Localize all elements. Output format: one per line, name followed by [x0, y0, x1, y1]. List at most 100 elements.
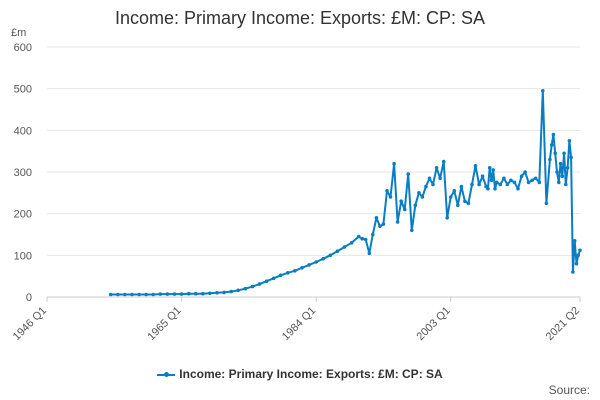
data-point	[186, 291, 191, 296]
data-point	[526, 180, 531, 185]
data-point	[328, 253, 333, 258]
data-point	[144, 292, 148, 297]
data-point	[222, 290, 226, 295]
data-point	[466, 201, 471, 206]
data-point	[321, 256, 326, 261]
data-point	[544, 201, 549, 206]
data-point	[557, 180, 561, 185]
data-point	[489, 178, 494, 183]
data-point	[495, 180, 499, 185]
data-point	[410, 228, 414, 233]
y-tick-label: 600	[14, 42, 32, 54]
x-tick-label: 1965 Q1	[145, 305, 183, 343]
y-tick-label: 100	[14, 250, 32, 262]
data-point	[553, 151, 557, 156]
series-line	[109, 89, 581, 296]
data-point	[498, 182, 503, 187]
data-point	[473, 164, 478, 168]
data-point	[576, 253, 580, 258]
data-point	[116, 292, 120, 297]
data-point	[505, 182, 510, 187]
data-point	[533, 176, 538, 181]
data-point	[434, 166, 439, 170]
data-point	[193, 291, 198, 296]
data-point	[314, 260, 319, 264]
data-point	[548, 157, 552, 162]
data-point	[572, 239, 577, 243]
data-point	[108, 292, 113, 297]
y-tick-label: 0	[26, 292, 32, 304]
y-axis-unit: £m	[11, 27, 26, 39]
data-point	[395, 220, 400, 224]
data-point	[448, 195, 453, 199]
series-layer	[108, 89, 582, 297]
data-point	[371, 232, 375, 237]
data-point	[480, 174, 485, 178]
data-point	[537, 180, 542, 185]
data-point	[349, 241, 354, 245]
legend-swatch	[157, 371, 176, 377]
data-point	[367, 251, 372, 256]
data-point	[558, 161, 563, 166]
source-label: Source:	[548, 383, 590, 397]
data-point	[487, 166, 492, 170]
data-point	[493, 186, 497, 191]
data-point	[236, 288, 240, 293]
data-point	[491, 168, 496, 172]
data-point	[307, 263, 311, 267]
data-point	[502, 176, 506, 181]
data-point	[562, 151, 566, 156]
data-point	[541, 89, 545, 93]
data-point	[420, 195, 425, 199]
data-point	[264, 279, 269, 284]
data-point	[519, 174, 524, 178]
data-point	[293, 269, 297, 273]
data-point	[413, 203, 418, 208]
data-point	[459, 184, 464, 189]
data-point	[445, 216, 450, 220]
data-point	[179, 292, 184, 296]
data-point	[374, 216, 379, 220]
data-point	[271, 276, 276, 281]
data-point	[381, 222, 386, 226]
data-point	[335, 249, 340, 253]
data-point	[567, 139, 572, 143]
data-point	[549, 143, 554, 147]
x-tick-label: 2003 Q1	[415, 305, 453, 343]
data-point	[402, 207, 407, 212]
data-point	[257, 282, 262, 286]
data-point	[427, 176, 432, 181]
legend-label: Income: Primary Income: Exports: £M: CP:…	[179, 367, 443, 381]
data-point	[151, 292, 155, 297]
data-point	[509, 178, 513, 183]
data-point	[385, 189, 389, 193]
data-point	[486, 186, 490, 191]
y-tick-label: 200	[14, 209, 32, 221]
data-point	[417, 191, 421, 195]
data-point	[555, 170, 559, 174]
data-point	[286, 271, 290, 275]
chart-title: Income: Primary Income: Exports: £M: CP:…	[114, 8, 486, 28]
data-point	[574, 261, 579, 266]
data-point	[569, 155, 573, 160]
data-point	[300, 266, 304, 270]
data-point	[243, 286, 248, 291]
data-point	[360, 236, 365, 241]
y-tick-label: 300	[14, 167, 32, 179]
data-point	[456, 203, 460, 208]
data-point	[560, 174, 565, 178]
data-point	[571, 270, 575, 274]
data-point	[441, 159, 446, 164]
data-point	[424, 184, 428, 189]
data-point	[564, 182, 568, 187]
data-point	[215, 291, 219, 295]
data-point	[470, 182, 474, 187]
data-point	[578, 248, 582, 253]
data-point	[392, 161, 396, 166]
data-point	[342, 245, 347, 249]
data-point	[431, 182, 435, 187]
y-tick-label: 400	[14, 125, 32, 137]
data-point	[363, 237, 368, 242]
data-point	[137, 292, 141, 297]
grid	[47, 46, 580, 298]
